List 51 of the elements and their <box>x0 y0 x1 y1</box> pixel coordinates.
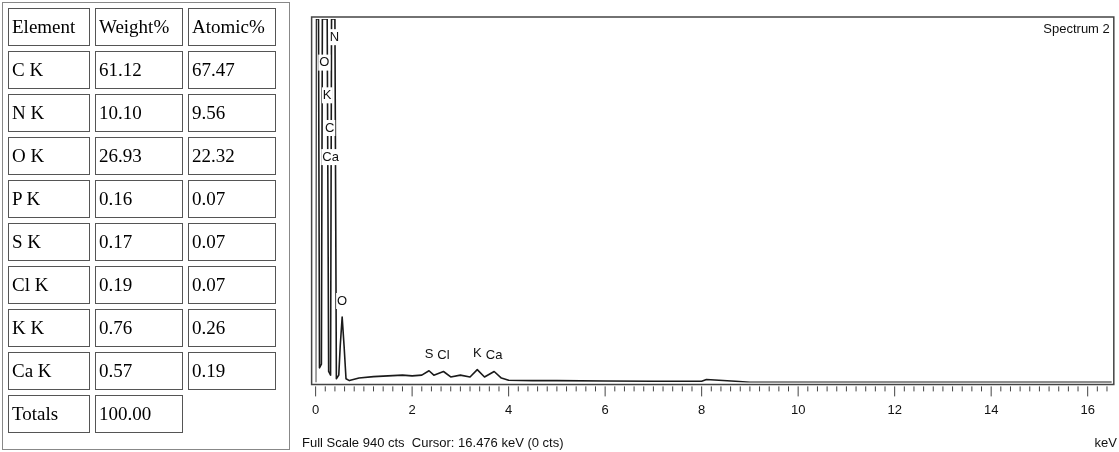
category-label: Ca K <box>8 352 90 390</box>
data-label: 0.76 <box>95 309 183 347</box>
data-label: 0.57 <box>95 352 183 390</box>
category-label: C K <box>8 51 90 89</box>
category-label: Cl K <box>8 266 90 304</box>
annotation: Cl <box>437 347 450 363</box>
x-tick-label: 8 <box>698 401 706 417</box>
data-label: 67.47 <box>188 51 276 89</box>
annotation: Ca <box>322 148 340 164</box>
data-label: 0.17 <box>95 223 183 261</box>
x-tick-label: 12 <box>887 401 902 417</box>
data-label: 22.32 <box>188 137 276 175</box>
text: Full Scale 940 cts Cursor: 16.476 keV (0 cts) <box>302 435 564 451</box>
data-label: 0.16 <box>95 180 183 218</box>
x-tick-label: 14 <box>983 401 999 417</box>
x-tick-label: 0 <box>312 401 320 417</box>
annotation: K <box>322 86 332 102</box>
data-label: 9.56 <box>188 94 276 132</box>
chart-title: Spectrum 2 <box>1043 21 1110 37</box>
data-label: 0.26 <box>188 309 276 347</box>
data-label: 26.93 <box>95 137 183 175</box>
data-label: 0.19 <box>95 266 183 304</box>
category-label: S K <box>8 223 90 261</box>
x-axis-title: keV <box>1094 435 1118 451</box>
category-label: O K <box>8 137 90 175</box>
legend-label: Atomic% <box>188 8 276 46</box>
data-label: 0.07 <box>188 223 276 261</box>
legend-title: Element <box>8 8 90 46</box>
annotation: K <box>472 345 482 361</box>
category-label: N K <box>8 94 90 132</box>
annotation: N <box>329 28 340 44</box>
x-tick-label: 16 <box>1080 401 1095 417</box>
category-label: Totals <box>8 395 90 433</box>
x-tick-label: 6 <box>601 401 609 417</box>
legend-label: Weight% <box>95 8 183 46</box>
data-label: 100.00 <box>95 395 183 433</box>
annotation: Ca <box>485 347 504 363</box>
data-label: 0.07 <box>188 266 276 304</box>
annotation: O <box>319 54 330 70</box>
x-tick-label: 10 <box>790 401 806 417</box>
x-tick-label: 4 <box>505 401 513 417</box>
category-label: K K <box>8 309 90 347</box>
annotation: O <box>337 292 348 308</box>
annotation: C <box>324 119 335 135</box>
data-label: 61.12 <box>95 51 183 89</box>
data-label: 0.19 <box>188 352 276 390</box>
data-label: 0.07 <box>188 180 276 218</box>
annotation: S <box>424 346 434 362</box>
x-tick-label: 2 <box>408 401 416 417</box>
category-label: P K <box>8 180 90 218</box>
data-label: 10.10 <box>95 94 183 132</box>
